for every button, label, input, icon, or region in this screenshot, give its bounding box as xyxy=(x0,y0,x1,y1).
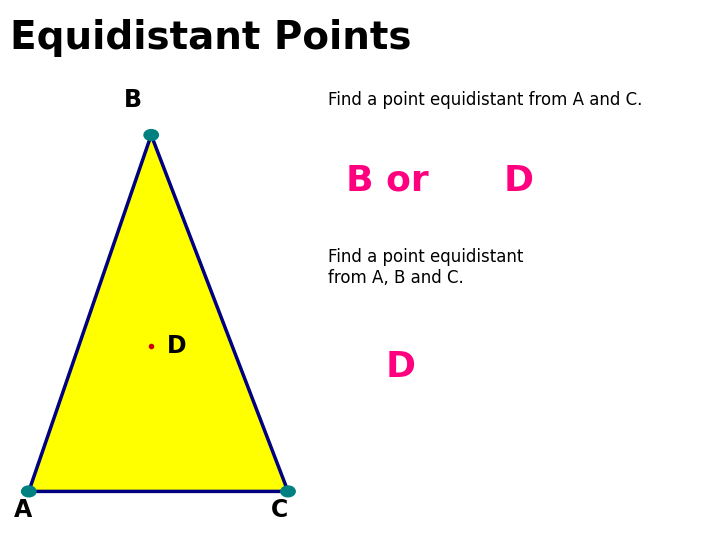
Text: B: B xyxy=(124,88,142,112)
Text: Equidistant Points: Equidistant Points xyxy=(10,19,412,57)
Polygon shape xyxy=(29,135,288,491)
Text: D: D xyxy=(504,164,534,198)
Circle shape xyxy=(22,486,36,497)
Text: C: C xyxy=(271,498,288,522)
Circle shape xyxy=(281,486,295,497)
Text: D: D xyxy=(167,334,186,357)
Text: Find a point equidistant from A and C.: Find a point equidistant from A and C. xyxy=(328,91,642,109)
Circle shape xyxy=(144,130,158,140)
Text: Find a point equidistant
from A, B and C.: Find a point equidistant from A, B and C… xyxy=(328,248,523,287)
Text: D: D xyxy=(385,350,415,384)
Text: B or: B or xyxy=(346,164,428,198)
Text: A: A xyxy=(14,498,32,522)
